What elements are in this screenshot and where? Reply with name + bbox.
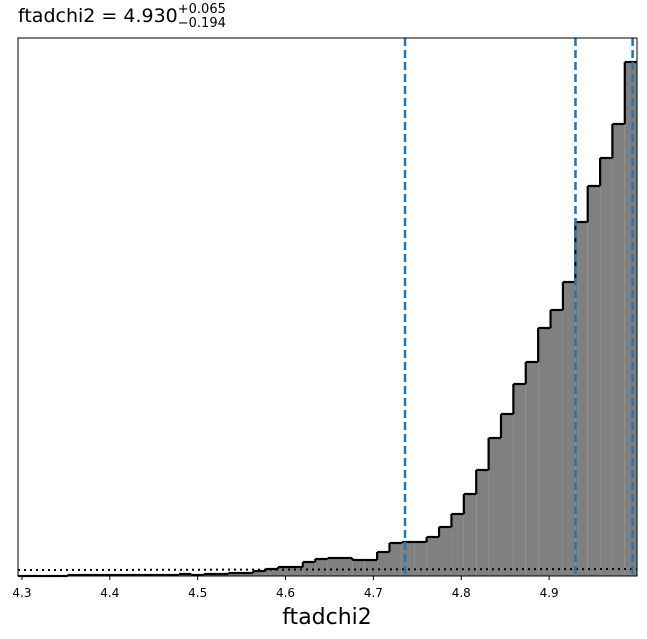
bar: [500, 414, 514, 576]
bar: [624, 62, 637, 576]
x-tick-label: 4.4: [100, 586, 119, 600]
bar: [340, 558, 353, 576]
dotted-line: [17, 568, 638, 571]
bar: [278, 567, 291, 576]
x-tick-label: 4.5: [188, 586, 207, 600]
x-tick-label: 4.7: [364, 586, 383, 600]
bar: [513, 384, 526, 576]
bar: [575, 222, 588, 576]
plot-frame: [17, 37, 638, 577]
bar: [612, 124, 625, 576]
bar: [463, 494, 477, 576]
bar: [240, 573, 254, 576]
bar: [476, 470, 489, 576]
chart-title: ftadchi2 = 4.930+0.065: [18, 2, 226, 27]
bar: [414, 542, 427, 576]
bar: [488, 438, 501, 576]
bar: [315, 559, 328, 576]
bar: [600, 158, 613, 576]
bar: [525, 362, 539, 576]
bar: [377, 552, 390, 576]
title-sub: −0.194: [178, 16, 226, 31]
x-tick-label: 4.3: [12, 586, 31, 600]
bar: [364, 560, 378, 576]
bar: [290, 567, 303, 576]
bar: [253, 571, 266, 576]
bar: [401, 542, 415, 576]
bar: [451, 514, 464, 576]
x-tick-label: 4.9: [540, 586, 559, 600]
title-sup: +0.065: [178, 2, 226, 17]
bar: [228, 573, 241, 576]
bar: [439, 527, 452, 576]
title-main: ftadchi2 = 4.930: [18, 5, 178, 27]
bar: [426, 537, 440, 576]
x-tick-label: 4.6: [276, 586, 295, 600]
x-axis-label: ftadchi2: [282, 605, 372, 630]
bar: [327, 558, 341, 576]
bar: [352, 560, 365, 576]
bar: [538, 328, 551, 576]
x-tick-label: 4.8: [452, 586, 471, 600]
bar: [389, 543, 402, 576]
bar: [550, 310, 563, 576]
bar: [562, 282, 576, 576]
bar: [587, 186, 601, 576]
bar: [302, 562, 316, 576]
bar: [265, 569, 279, 576]
